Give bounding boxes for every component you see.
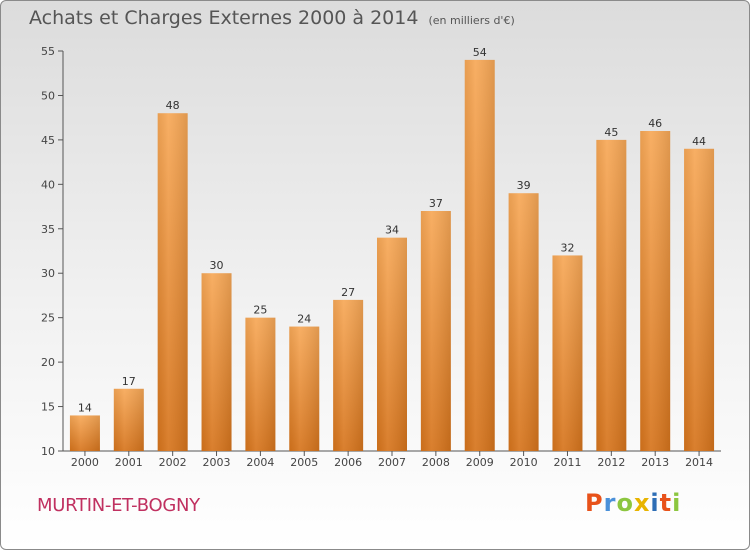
bar-shading [596,139,627,451]
chart-title-row: Achats et Charges Externes 2000 à 2014 (e… [29,7,515,29]
y-tick-label: 10 [41,445,55,458]
bar-shading [464,59,495,452]
y-axis: 10 15 20 25 30 35 40 45 50 55 [41,45,64,458]
x-tick-label: 2004 [246,456,274,469]
value-label: 27 [341,286,355,299]
value-label: 25 [253,304,267,317]
logo-letter: r [603,489,617,517]
x-tick-label: 2001 [115,456,143,469]
bar-shading [333,299,364,451]
value-label: 54 [473,46,487,59]
x-tick-label: 2013 [641,456,669,469]
x-tick-label: 2010 [510,456,538,469]
bar-shading [420,211,451,451]
x-tick-label: 2008 [422,456,450,469]
value-label: 14 [78,401,92,414]
bar-shading [201,273,232,451]
proxiti-logo[interactable]: Proxiti [585,489,681,517]
value-label: 17 [122,375,136,388]
x-tick-label: 2002 [159,456,187,469]
value-label: 30 [210,259,224,272]
value-label: 24 [297,313,311,326]
value-label: 32 [560,241,574,254]
value-label: 48 [166,99,180,112]
chart-subtitle: (en milliers d'€) [428,14,515,27]
value-labels: 14 17 48 30 25 24 27 34 37 54 39 32 45 46 44 [78,46,706,415]
y-tick-label: 55 [41,45,55,58]
bar-shading [289,326,320,451]
y-tick-label: 20 [41,356,55,369]
value-label: 37 [429,197,443,210]
x-tick-label: 2006 [334,456,362,469]
y-tick-label: 35 [41,223,55,236]
x-tick-label: 2012 [597,456,625,469]
logo-letter: i [672,489,682,517]
bar-shading [245,317,276,451]
y-tick-label: 50 [41,89,55,102]
bar-shading [684,148,715,451]
logo-letter: o [616,489,634,517]
logo-letter: x [633,489,651,517]
y-tick-label: 30 [41,267,55,280]
logo-letter: t [659,489,673,517]
y-tick-label: 40 [41,178,55,191]
bar-shading [113,388,144,451]
x-tick-label: 2005 [290,456,318,469]
bar-shading [157,113,188,451]
x-tick-label: 2009 [466,456,494,469]
y-tick-label: 25 [41,312,55,325]
bar-shading [552,255,583,451]
logo-letter: i [650,489,660,517]
bar-shading [640,131,671,451]
x-tick-label: 2000 [71,456,99,469]
bar-shading [69,415,100,451]
y-tick-label: 15 [41,401,55,414]
x-tick-label: 2003 [203,456,231,469]
value-label: 39 [517,179,531,192]
bar-shading [377,237,407,451]
commune-name: MURTIN-ET-BOGNY [37,495,200,516]
chart-title: Achats et Charges Externes 2000 à 2014 [29,7,419,29]
value-label: 46 [648,117,662,130]
value-label: 44 [692,135,706,148]
value-label: 45 [604,126,618,139]
logo-letter: P [585,489,604,517]
y-tick-label: 45 [41,134,55,147]
bar-shading [508,193,539,451]
x-tick-label: 2014 [685,456,713,469]
value-label: 34 [385,224,399,237]
x-tick-label: 2007 [378,456,406,469]
x-axis: 2000 2001 2002 2003 2004 2005 2006 2007 2008 2009… [63,450,721,469]
bars [69,59,715,452]
x-tick-label: 2011 [553,456,581,469]
